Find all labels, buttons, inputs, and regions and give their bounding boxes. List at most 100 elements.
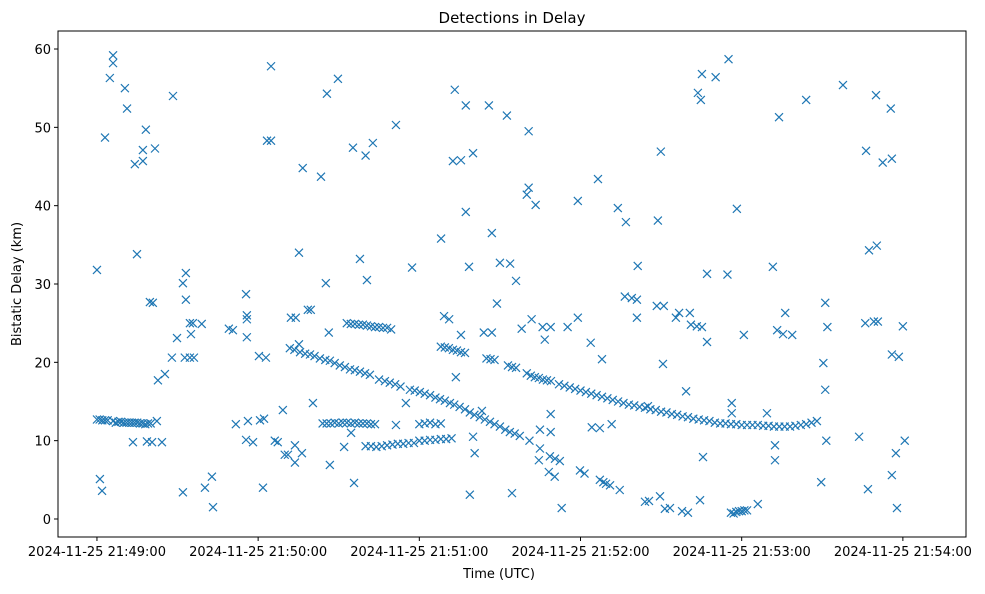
data-point <box>659 301 669 311</box>
data-point <box>390 379 400 389</box>
data-point <box>189 353 199 363</box>
data-point <box>330 358 340 368</box>
data-point <box>464 262 474 272</box>
data-point <box>322 89 332 99</box>
data-point <box>621 217 631 227</box>
data-point <box>425 390 435 400</box>
data-point <box>662 408 671 417</box>
data-point <box>644 496 654 506</box>
data-point <box>651 405 661 415</box>
data-point <box>724 54 733 64</box>
data-point <box>172 333 182 343</box>
data-point <box>143 418 153 428</box>
data-point <box>632 313 642 323</box>
data-point <box>200 483 210 493</box>
data-point <box>525 436 534 446</box>
data-point <box>487 228 497 238</box>
data-point <box>535 444 545 453</box>
data-point <box>702 337 712 347</box>
data-point <box>887 470 897 480</box>
data-point <box>360 368 370 378</box>
data-point <box>380 376 390 386</box>
data-point <box>484 100 494 110</box>
y-tick-label: 10 <box>34 435 51 450</box>
data-point <box>258 483 268 493</box>
data-point <box>278 405 288 415</box>
data-point <box>141 125 151 135</box>
data-point <box>207 472 217 482</box>
data-point <box>186 329 196 339</box>
data-point <box>188 318 198 328</box>
data-point <box>871 90 881 100</box>
data-point <box>280 450 290 460</box>
data-point <box>605 480 615 490</box>
data-point <box>322 418 332 428</box>
data-point <box>619 398 628 408</box>
data-point <box>335 361 345 370</box>
data-point <box>333 74 343 84</box>
data-point <box>711 72 721 82</box>
data-point <box>358 418 368 428</box>
data-point <box>168 91 178 101</box>
data-point <box>768 262 778 272</box>
y-tick-label: 40 <box>34 200 51 215</box>
data-point <box>770 455 780 465</box>
data-point <box>739 505 749 515</box>
data-point <box>887 154 897 164</box>
data-point <box>425 418 435 428</box>
data-point <box>122 104 132 113</box>
data-point <box>128 437 138 447</box>
data-point <box>607 419 617 429</box>
data-point <box>361 151 371 160</box>
data-point <box>507 488 517 498</box>
data-point <box>732 204 742 214</box>
data-point <box>451 372 461 382</box>
data-point <box>729 509 739 518</box>
data-point <box>145 297 155 307</box>
data-point <box>554 379 564 389</box>
data-point <box>780 308 790 318</box>
data-point <box>686 320 696 330</box>
data-point <box>259 414 269 424</box>
data-point <box>487 328 497 337</box>
data-point <box>869 317 879 327</box>
data-point <box>325 356 335 366</box>
data-point <box>346 319 356 329</box>
data-point <box>490 355 499 365</box>
x-tick-label: 2024-11-25 21:53:00 <box>673 545 811 560</box>
data-point <box>801 419 811 429</box>
data-point <box>294 248 304 258</box>
data-point <box>742 505 752 515</box>
data-point <box>95 474 105 484</box>
data-point <box>550 454 560 464</box>
data-point <box>900 436 910 446</box>
data-point <box>597 354 607 364</box>
data-point <box>681 386 691 396</box>
data-point <box>505 427 515 437</box>
data-point <box>456 330 466 340</box>
data-point <box>325 460 335 470</box>
x-tick-label: 2024-11-25 21:52:00 <box>511 545 649 560</box>
data-point <box>787 330 797 340</box>
data-point <box>290 440 300 450</box>
data-point <box>266 136 276 146</box>
data-point <box>538 322 548 332</box>
y-tick-label: 50 <box>34 121 51 136</box>
data-point <box>505 259 515 269</box>
data-point <box>613 203 623 213</box>
data-point <box>887 350 897 359</box>
data-point <box>559 381 569 391</box>
data-point <box>440 396 450 406</box>
data-point <box>696 95 706 105</box>
data-point <box>640 403 650 413</box>
data-point <box>436 234 446 243</box>
data-point <box>108 58 118 68</box>
data-point <box>739 330 749 340</box>
data-point <box>310 351 319 361</box>
data-point <box>92 265 102 275</box>
data-point <box>672 410 682 420</box>
data-point <box>147 437 157 447</box>
data-point <box>727 408 737 418</box>
data-point <box>546 322 556 332</box>
data-point <box>522 368 532 378</box>
